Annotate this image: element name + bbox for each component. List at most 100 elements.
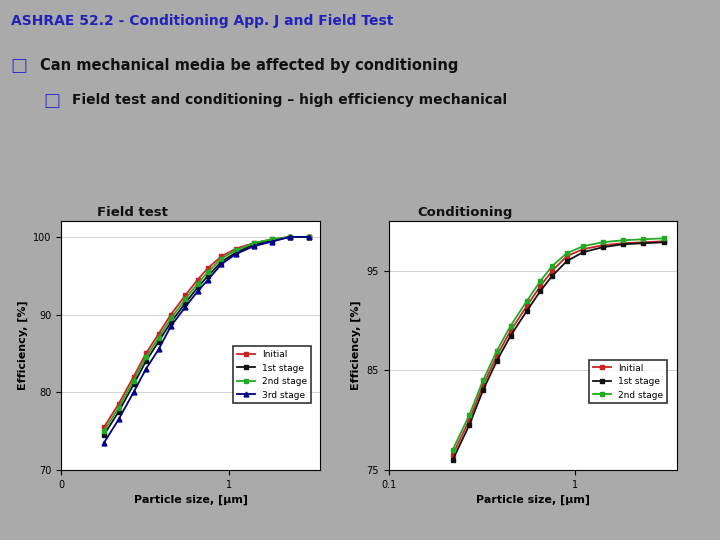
- 2nd stage: [249, 240, 258, 246]
- 1st stage: [562, 258, 571, 265]
- Y-axis label: Efficiency, [%]: Efficiency, [%]: [17, 301, 27, 390]
- 2nd stage: [166, 315, 175, 322]
- X-axis label: Particle size, [μm]: Particle size, [μm]: [476, 495, 590, 505]
- 1st stage: [268, 238, 276, 244]
- 2nd stage: [181, 296, 190, 302]
- 2nd stage: [114, 404, 123, 411]
- Initial: [598, 242, 607, 248]
- Line: 1st stage: 1st stage: [102, 234, 312, 437]
- Initial: [268, 236, 276, 242]
- 2nd stage: [154, 335, 163, 341]
- 3rd stage: [217, 261, 225, 267]
- Text: □: □: [43, 92, 60, 110]
- 1st stage: [449, 457, 457, 463]
- Initial: [660, 238, 669, 245]
- 1st stage: [479, 387, 487, 394]
- Line: 2nd stage: 2nd stage: [102, 234, 312, 434]
- 3rd stage: [166, 323, 175, 329]
- 2nd stage: [268, 236, 276, 242]
- 1st stage: [166, 319, 175, 326]
- 3rd stage: [305, 234, 313, 240]
- Initial: [204, 265, 212, 271]
- 1st stage: [130, 381, 138, 388]
- Initial: [305, 234, 313, 240]
- 2nd stage: [579, 243, 588, 249]
- 3rd stage: [181, 303, 190, 310]
- 2nd stage: [598, 239, 607, 246]
- Initial: [548, 268, 557, 274]
- 1st stage: [100, 431, 109, 438]
- 1st stage: [579, 249, 588, 255]
- Initial: [506, 327, 515, 334]
- 3rd stage: [100, 440, 109, 446]
- Text: ASHRAE 52.2 - Conditioning App. J and Field Test: ASHRAE 52.2 - Conditioning App. J and Fi…: [11, 14, 393, 28]
- 3rd stage: [154, 346, 163, 353]
- 1st stage: [217, 259, 225, 265]
- 3rd stage: [232, 251, 240, 257]
- 2nd stage: [232, 247, 240, 253]
- Initial: [523, 302, 531, 309]
- Text: Can mechanical media be affected by conditioning: Can mechanical media be affected by cond…: [40, 58, 458, 73]
- 2nd stage: [142, 354, 150, 361]
- 3rd stage: [114, 416, 123, 423]
- Initial: [285, 234, 294, 240]
- Line: Initial: Initial: [102, 234, 312, 429]
- Line: 1st stage: 1st stage: [450, 240, 667, 462]
- Initial: [166, 311, 175, 318]
- Y-axis label: Efficiency, [%]: Efficiency, [%]: [351, 301, 361, 390]
- 2nd stage: [305, 234, 313, 240]
- Text: □: □: [11, 57, 28, 75]
- 2nd stage: [100, 428, 109, 434]
- 1st stage: [181, 300, 190, 306]
- 2nd stage: [449, 447, 457, 453]
- Initial: [639, 239, 647, 246]
- 2nd stage: [285, 234, 294, 240]
- Line: Initial: Initial: [450, 239, 667, 457]
- Initial: [100, 424, 109, 430]
- Text: Field test and conditioning – high efficiency mechanical: Field test and conditioning – high effic…: [72, 93, 507, 107]
- Initial: [194, 276, 202, 283]
- Initial: [249, 240, 258, 246]
- 2nd stage: [479, 377, 487, 383]
- 2nd stage: [194, 280, 202, 287]
- 1st stage: [232, 249, 240, 255]
- 1st stage: [285, 234, 294, 240]
- Initial: [465, 417, 474, 423]
- 1st stage: [598, 244, 607, 251]
- 2nd stage: [639, 236, 647, 242]
- Initial: [154, 330, 163, 337]
- 1st stage: [249, 241, 258, 248]
- Initial: [536, 283, 545, 289]
- Initial: [181, 292, 190, 299]
- Legend: Initial, 1st stage, 2nd stage: Initial, 1st stage, 2nd stage: [589, 360, 667, 403]
- Line: 3rd stage: 3rd stage: [102, 234, 312, 445]
- 3rd stage: [142, 366, 150, 372]
- 1st stage: [154, 339, 163, 345]
- Initial: [618, 240, 627, 246]
- 2nd stage: [523, 298, 531, 304]
- 1st stage: [114, 408, 123, 415]
- 1st stage: [523, 308, 531, 314]
- 2nd stage: [492, 347, 501, 354]
- 3rd stage: [285, 234, 294, 240]
- 2nd stage: [465, 412, 474, 418]
- Initial: [114, 401, 123, 407]
- 1st stage: [465, 422, 474, 428]
- Initial: [479, 382, 487, 389]
- 3rd stage: [204, 276, 212, 283]
- 2nd stage: [618, 237, 627, 244]
- Initial: [492, 352, 501, 359]
- 1st stage: [618, 241, 627, 247]
- Initial: [142, 350, 150, 356]
- 3rd stage: [249, 243, 258, 249]
- 1st stage: [660, 239, 669, 246]
- 2nd stage: [130, 377, 138, 384]
- Legend: Initial, 1st stage, 2nd stage, 3rd stage: Initial, 1st stage, 2nd stage, 3rd stage: [233, 347, 311, 403]
- 1st stage: [492, 357, 501, 364]
- 2nd stage: [548, 263, 557, 269]
- 1st stage: [204, 273, 212, 279]
- Text: Conditioning: Conditioning: [418, 206, 513, 219]
- Text: Field test: Field test: [97, 206, 168, 219]
- 2nd stage: [562, 250, 571, 256]
- Initial: [562, 253, 571, 259]
